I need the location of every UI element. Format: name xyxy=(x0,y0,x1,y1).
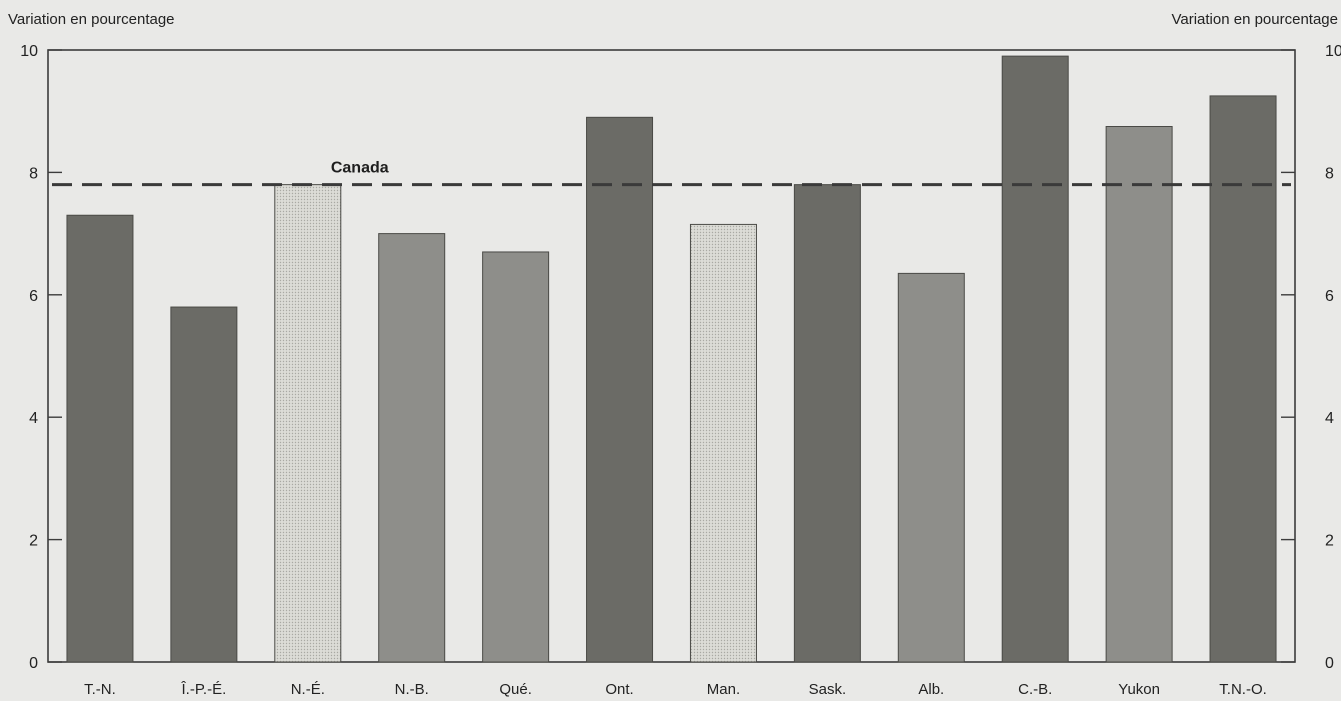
bar xyxy=(170,306,238,663)
x-category-label: Sask. xyxy=(809,681,847,698)
y-tick-label-left: 6 xyxy=(29,288,38,305)
y-axis-title-right: Variation en pourcentage xyxy=(1171,11,1338,28)
bar xyxy=(274,184,342,663)
y-axis-title-left: Variation en pourcentage xyxy=(8,11,175,28)
bar xyxy=(482,251,550,663)
y-tick-label-right: 0 xyxy=(1325,655,1334,672)
bar xyxy=(586,116,654,663)
x-category-label: Qué. xyxy=(499,681,532,698)
y-axis-left: 0 2 4 6 8 10 xyxy=(20,43,62,672)
x-category-label: N.-B. xyxy=(395,681,429,698)
x-category-label: Man. xyxy=(707,681,740,698)
bar xyxy=(1209,95,1277,663)
y-tick-label-right: 10 xyxy=(1325,43,1341,60)
x-axis-labels: T.-N. Î.-P.-É. N.-É. N.-B. Qué. Ont. Man. Sask.… xyxy=(84,681,1267,698)
y-axis-right: 0 2 4 6 8 10 xyxy=(1281,43,1341,672)
bar xyxy=(1105,126,1173,663)
x-category-label: T.-N. xyxy=(84,681,116,698)
y-tick-label-right: 6 xyxy=(1325,288,1334,305)
bar xyxy=(378,233,446,663)
y-tick-label-left: 0 xyxy=(29,655,38,672)
y-tick-label-left: 10 xyxy=(20,43,38,60)
y-tick-label-left: 4 xyxy=(29,410,38,427)
bar xyxy=(66,214,134,663)
y-tick-label-left: 2 xyxy=(29,533,38,550)
x-category-label: N.-É. xyxy=(291,681,325,698)
x-category-label: Alb. xyxy=(918,681,944,698)
canada-reference-label: Canada xyxy=(331,160,389,177)
bar xyxy=(1001,55,1069,663)
x-category-label: Ont. xyxy=(605,681,633,698)
bar xyxy=(793,184,861,663)
x-category-label: T.N.-O. xyxy=(1219,681,1267,698)
y-tick-label-right: 4 xyxy=(1325,410,1334,427)
x-category-label: Î.-P.-É. xyxy=(181,681,227,698)
plot-frame xyxy=(47,49,1296,663)
y-tick-label-left: 8 xyxy=(29,165,38,182)
bars-group xyxy=(66,55,1277,663)
x-category-label: C.-B. xyxy=(1018,681,1052,698)
bar xyxy=(689,223,757,663)
x-category-label: Yukon xyxy=(1118,681,1160,698)
bar xyxy=(897,272,965,663)
y-tick-label-right: 2 xyxy=(1325,533,1334,550)
y-tick-label-right: 8 xyxy=(1325,165,1334,182)
